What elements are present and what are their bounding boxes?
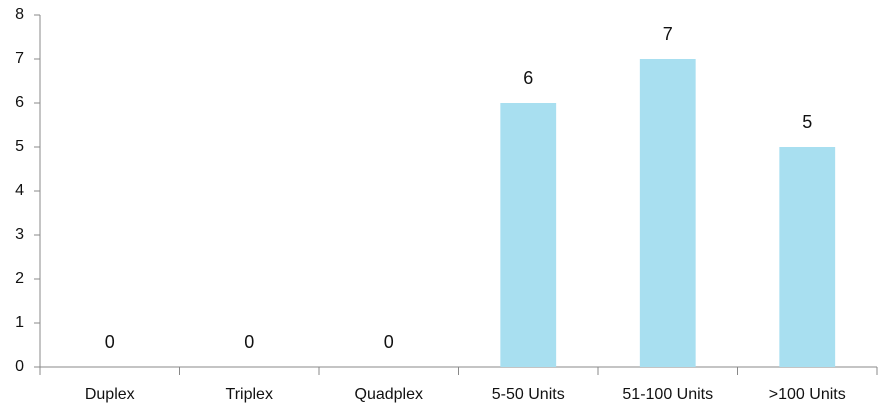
data-label: 7 (663, 24, 673, 44)
y-tick-label: 0 (15, 358, 24, 375)
y-tick-label: 3 (15, 226, 24, 243)
bar (779, 147, 836, 367)
x-tick-label: Quadplex (355, 386, 424, 403)
y-tick-label: 8 (15, 6, 24, 23)
data-label: 5 (802, 112, 812, 132)
y-tick-label: 1 (15, 314, 24, 331)
data-label: 0 (244, 332, 254, 352)
x-tick-label: 5-50 Units (492, 386, 565, 403)
y-tick-label: 6 (15, 94, 24, 111)
x-tick-label: Triplex (226, 386, 273, 403)
y-tick-label: 4 (15, 182, 24, 199)
y-tick-label: 7 (15, 50, 24, 67)
data-label: 0 (384, 332, 394, 352)
x-tick-label: 51-100 Units (622, 386, 713, 403)
bar (500, 103, 557, 367)
data-label: 0 (105, 332, 115, 352)
y-tick-label: 2 (15, 270, 24, 287)
x-tick-label: Duplex (85, 386, 135, 403)
bar (639, 59, 696, 367)
data-label: 6 (523, 68, 533, 88)
x-tick-label: >100 Units (769, 386, 846, 403)
y-tick-label: 5 (15, 138, 24, 155)
